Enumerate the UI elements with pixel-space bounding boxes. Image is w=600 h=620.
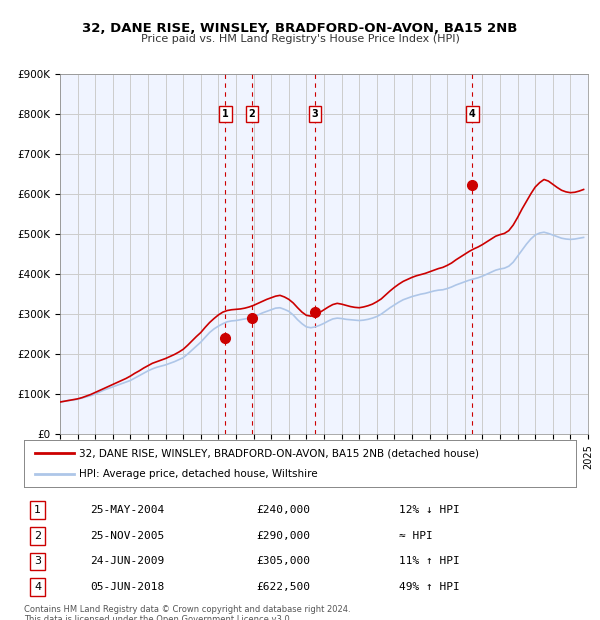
Text: 11% ↑ HPI: 11% ↑ HPI — [400, 556, 460, 567]
Text: 49% ↑ HPI: 49% ↑ HPI — [400, 582, 460, 592]
Text: 25-MAY-2004: 25-MAY-2004 — [90, 505, 164, 515]
Text: 2: 2 — [34, 531, 41, 541]
Text: Price paid vs. HM Land Registry's House Price Index (HPI): Price paid vs. HM Land Registry's House … — [140, 34, 460, 44]
Text: 25-NOV-2005: 25-NOV-2005 — [90, 531, 164, 541]
Text: 2: 2 — [248, 109, 255, 120]
Text: 32, DANE RISE, WINSLEY, BRADFORD-ON-AVON, BA15 2NB: 32, DANE RISE, WINSLEY, BRADFORD-ON-AVON… — [82, 22, 518, 35]
Text: 3: 3 — [312, 109, 319, 120]
Text: 05-JUN-2018: 05-JUN-2018 — [90, 582, 164, 592]
Text: 12% ↓ HPI: 12% ↓ HPI — [400, 505, 460, 515]
Text: 4: 4 — [469, 109, 476, 120]
Text: 3: 3 — [34, 556, 41, 567]
Text: Contains HM Land Registry data © Crown copyright and database right 2024.
This d: Contains HM Land Registry data © Crown c… — [24, 604, 350, 620]
Text: ≈ HPI: ≈ HPI — [400, 531, 433, 541]
Text: HPI: Average price, detached house, Wiltshire: HPI: Average price, detached house, Wilt… — [79, 469, 318, 479]
Text: 1: 1 — [34, 505, 41, 515]
Text: 1: 1 — [222, 109, 229, 120]
Text: £305,000: £305,000 — [256, 556, 310, 567]
Text: £240,000: £240,000 — [256, 505, 310, 515]
Text: £290,000: £290,000 — [256, 531, 310, 541]
Text: 4: 4 — [34, 582, 41, 592]
Text: 32, DANE RISE, WINSLEY, BRADFORD-ON-AVON, BA15 2NB (detached house): 32, DANE RISE, WINSLEY, BRADFORD-ON-AVON… — [79, 448, 479, 458]
Text: £622,500: £622,500 — [256, 582, 310, 592]
Text: 24-JUN-2009: 24-JUN-2009 — [90, 556, 164, 567]
